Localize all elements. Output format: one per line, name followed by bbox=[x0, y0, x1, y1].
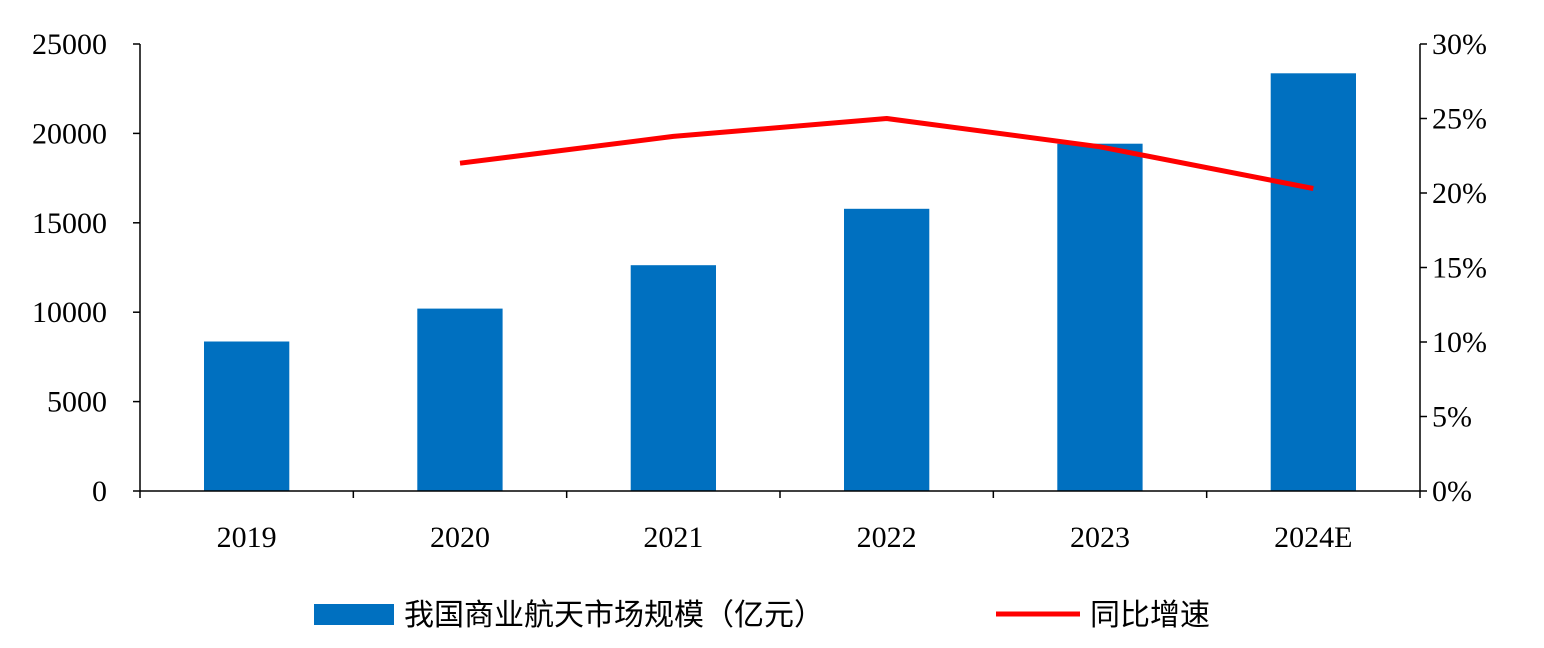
right-tick-label: 20% bbox=[1432, 177, 1487, 210]
legend: 我国商业航天市场规模（亿元） 同比增速 bbox=[314, 598, 1210, 633]
right-tick-label: 0% bbox=[1432, 475, 1472, 508]
x-tick-label: 2022 bbox=[857, 521, 917, 554]
left-y-axis: 0 5000 10000 15000 20000 25000 bbox=[32, 28, 141, 508]
x-tick-label: 2023 bbox=[1070, 521, 1130, 554]
legend-bar-swatch bbox=[314, 604, 394, 625]
right-tick-label: 5% bbox=[1432, 401, 1472, 434]
x-tick-label: 2021 bbox=[643, 521, 703, 554]
left-tick-label: 10000 bbox=[32, 296, 107, 329]
plot-area bbox=[204, 73, 1356, 492]
bar-2023 bbox=[1057, 143, 1143, 491]
left-tick-label: 25000 bbox=[32, 28, 107, 61]
left-tick-label: 15000 bbox=[32, 207, 107, 240]
legend-line-label: 同比增速 bbox=[1090, 598, 1210, 633]
left-tick-label: 0 bbox=[92, 475, 107, 508]
bar-2021 bbox=[630, 265, 716, 491]
right-tick-label: 15% bbox=[1432, 252, 1487, 285]
growth-line bbox=[459, 116, 1314, 191]
right-tick-label: 25% bbox=[1432, 103, 1487, 136]
right-tick-label: 30% bbox=[1432, 28, 1487, 61]
bar-2022 bbox=[844, 208, 930, 492]
right-y-axis: 0% 5% 10% 15% 20% 25% 30% bbox=[1419, 28, 1487, 508]
x-tick-label: 2019 bbox=[217, 521, 277, 554]
right-tick-label: 10% bbox=[1432, 326, 1487, 359]
bar-2019 bbox=[204, 341, 290, 491]
x-axis: 2019 2020 2021 2022 2023 2024E bbox=[139, 490, 1421, 554]
legend-bar-label: 我国商业航天市场规模（亿元） bbox=[404, 598, 824, 633]
x-tick-label: 2024E bbox=[1274, 521, 1352, 554]
bar-2024E bbox=[1270, 73, 1356, 492]
left-tick-label: 20000 bbox=[32, 117, 107, 150]
bar-2020 bbox=[417, 308, 503, 491]
x-tick-label: 2020 bbox=[430, 521, 490, 554]
left-tick-label: 5000 bbox=[47, 386, 107, 419]
